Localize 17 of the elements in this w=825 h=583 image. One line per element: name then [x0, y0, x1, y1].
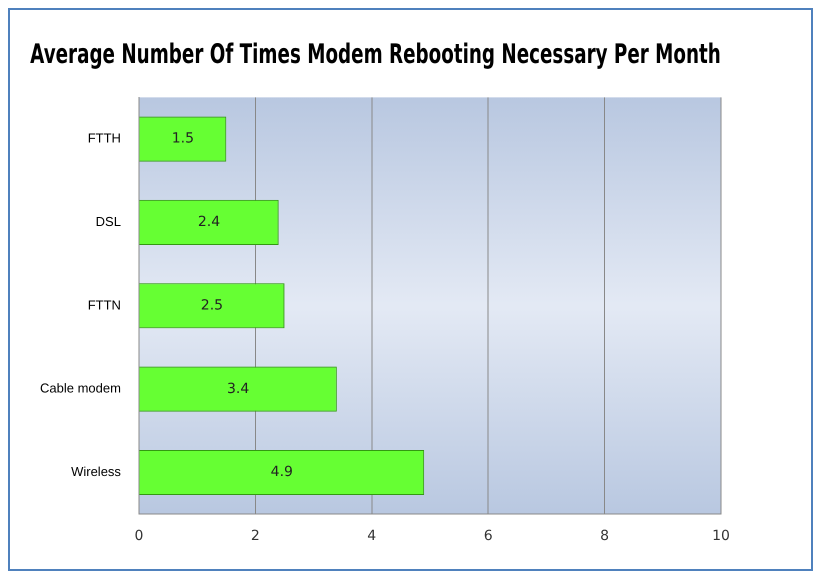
x-tick-label: 2 — [250, 528, 260, 544]
x-tick-label: 6 — [484, 528, 493, 544]
x-tick-label: 4 — [367, 528, 376, 544]
y-tick-label: DSL — [96, 214, 121, 230]
data-label: 1.5 — [172, 130, 194, 147]
data-label: 3.4 — [226, 380, 250, 397]
y-tick-label: FTTH — [88, 130, 121, 146]
y-tick-label: Cable modem — [40, 380, 121, 396]
y-tick-label: FTTN — [88, 297, 121, 312]
x-tick-label: 0 — [134, 528, 144, 544]
data-label: 2.5 — [200, 297, 224, 314]
chart-title: Average Number Of Times Modem Rebooting Necessary Per Month — [30, 40, 721, 70]
data-label: 2.4 — [198, 214, 220, 230]
x-tick-label: 10 — [712, 528, 730, 544]
data-label: 4.9 — [270, 464, 293, 480]
y-tick-label: Wireless — [71, 464, 122, 480]
x-tick-label: 8 — [600, 528, 610, 544]
